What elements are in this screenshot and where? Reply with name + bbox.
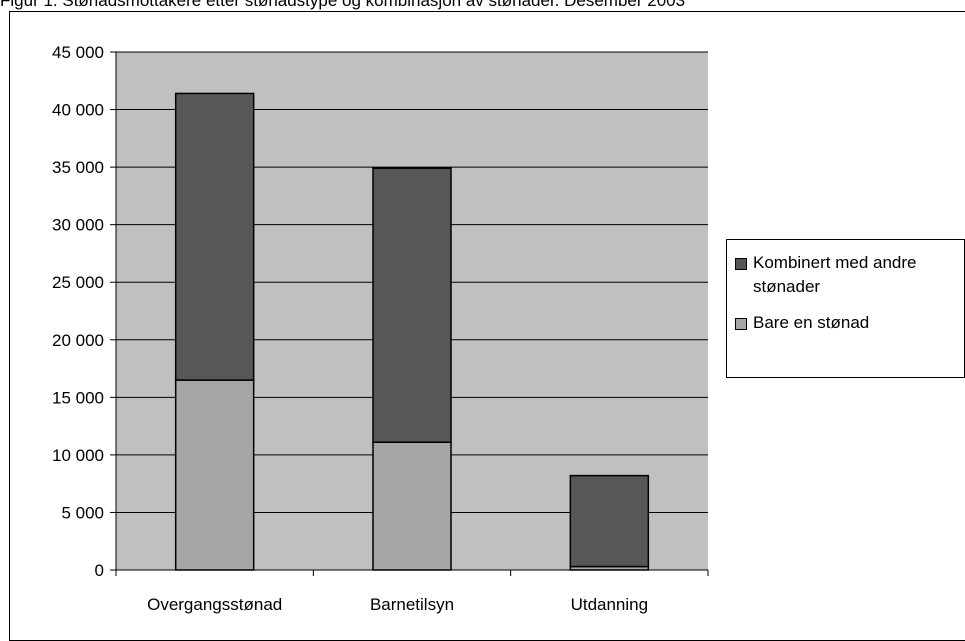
bar-bare-en-0 [174, 379, 255, 571]
y-tick-label: 25 000 [52, 273, 104, 292]
legend-swatch-kombinert [735, 258, 747, 270]
bar-kombinert-2 [569, 474, 650, 568]
bar-kombinert-0 [174, 92, 255, 381]
legend-label-bare-en: Bare en stønad [753, 313, 870, 332]
y-tick-label: 35 000 [52, 158, 104, 177]
legend-label-kombinert-line2: stønader [753, 277, 821, 296]
figure-caption: Figur 1. Stønadsmottakere etter stønadst… [0, 0, 686, 10]
y-tick-label: 10 000 [52, 446, 104, 465]
bar-kombinert-1 [372, 167, 452, 443]
y-tick-label: 20 000 [52, 331, 104, 350]
legend-item-bare-en: Bare en stønad [735, 311, 953, 335]
chart-legend: Kombinert med andre stønader Bare en stø… [726, 239, 965, 378]
legend-item-kombinert: Kombinert med andre stønader [735, 251, 953, 299]
y-tick-label: 15 000 [52, 388, 104, 407]
y-tick-label: 5 000 [61, 503, 104, 522]
y-tick-label: 0 [95, 561, 104, 580]
y-tick-label: 45 000 [52, 43, 104, 62]
legend-label-kombinert-line1: Kombinert med andre [753, 253, 917, 272]
y-tick-label: 40 000 [52, 101, 104, 120]
legend-swatch-bare-en [735, 318, 747, 330]
x-tick-label: Utdanning [571, 595, 649, 614]
x-tick-label: Overgangsstønad [147, 595, 282, 614]
y-tick-label: 30 000 [52, 216, 104, 235]
bar-bare-en-1 [372, 441, 452, 571]
x-tick-label: Barnetilsyn [370, 595, 454, 614]
